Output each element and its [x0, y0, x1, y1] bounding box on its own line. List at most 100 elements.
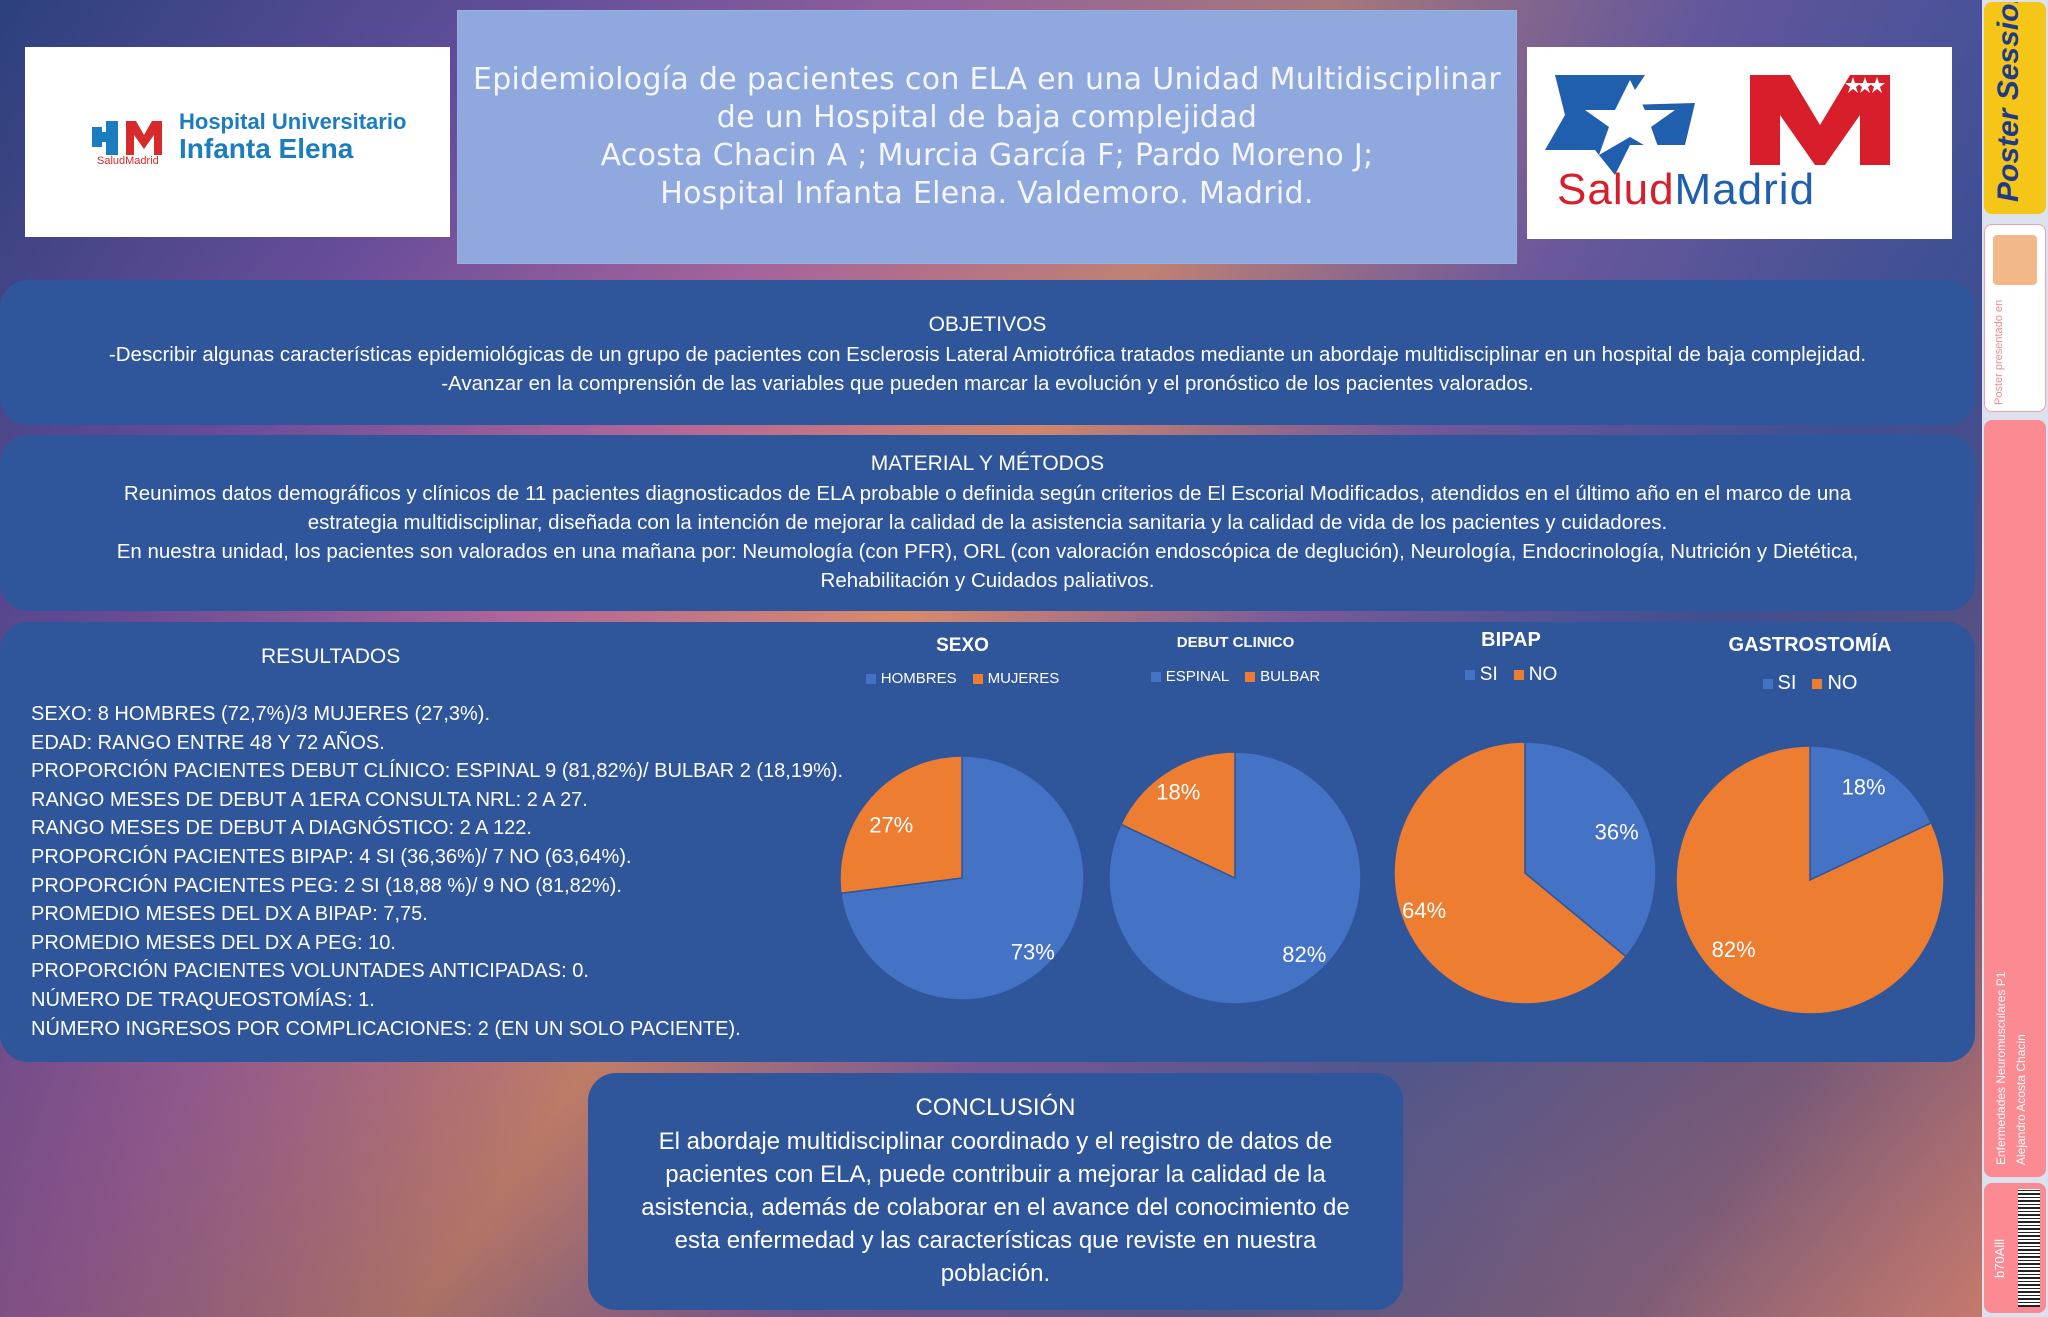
saludmadrid-logo-text: SaludMadrid	[1557, 165, 1815, 215]
resultados-item: NÚMERO DE TRAQUEOSTOMÍAS: 1.	[31, 988, 375, 1011]
legend-label: ESPINAL	[1165, 668, 1230, 685]
hospital-logo: SaludMadrid Hospital Universitario Infan…	[25, 47, 450, 237]
legend-label: HOMBRES	[880, 670, 957, 687]
title-line-4: Hospital Infanta Elena. Valdemoro. Madri…	[660, 176, 1314, 211]
chart-debut-pie: 82% 18%	[1108, 751, 1362, 1005]
conclusion-title: CONCLUSIÓN	[915, 1094, 1076, 1121]
legend-label: NO	[1827, 672, 1858, 694]
chart-debut-legend: ESPINAL BULBAR	[1098, 668, 1373, 685]
pie-slice-bulbar	[1119, 751, 1236, 880]
pie-data-label: 18%	[1842, 775, 1886, 800]
chart-gastrostomia-legend: SI NO	[1665, 672, 1955, 695]
resultados-item: EDAD: RANGO ENTRE 48 Y 72 AÑOS.	[31, 731, 385, 754]
title-line-3: Acosta Chacin A ; Murcia García F; Pardo…	[600, 138, 1374, 173]
session-line-1: Enfermedades Neuromusculares P1	[1994, 971, 2008, 1165]
saludmadrid-logo: SaludMadrid	[1527, 47, 1952, 239]
pie-slice-no	[1675, 745, 1945, 1015]
session-line-2: Alejandro Acosta Chacin	[2014, 1034, 2028, 1165]
pie-data-label: 82%	[1282, 942, 1326, 967]
objetivos-line-2: -Avanzar en la comprensión de las variab…	[441, 372, 1534, 395]
saludmadrid-salud: Salud	[1557, 165, 1675, 214]
hospital-logo-line1: Hospital Universitario	[179, 109, 407, 134]
material-line-2: estrategia multidisciplinar, diseñada co…	[307, 511, 1668, 534]
chart-gastrostomia-pie: 18% 82%	[1675, 745, 1945, 1015]
pie-slice-espinal	[1108, 751, 1362, 1005]
chart-bipap: BIPAP SI NO 36% 64%	[1383, 625, 1663, 1010]
pie-slice-mujeres	[839, 755, 963, 895]
material-title: MATERIAL Y MÉTODOS	[870, 452, 1105, 475]
presented-logo-icon	[1993, 235, 2037, 285]
legend-item: SI	[1762, 672, 1797, 695]
conclusion-line-2: pacientes con ELA, puede contribuir a me…	[665, 1161, 1326, 1188]
chart-sexo-pie: 73% 27%	[839, 755, 1085, 1001]
pie-data-label: 36%	[1595, 820, 1639, 845]
material-line-4: Rehabilitación y Cuidados paliativos.	[820, 569, 1155, 592]
conclusion-line-1: El abordaje multidisciplinar coordinado …	[658, 1128, 1333, 1155]
legend-item: BULBAR	[1245, 668, 1320, 685]
legend-item: SI	[1464, 664, 1498, 686]
conclusion-line-5: población.	[940, 1260, 1051, 1287]
hospital-logo-icon	[92, 121, 162, 155]
presented-text: Poster presentado en	[1993, 299, 2005, 405]
objetivos-line-1: -Describir algunas características epide…	[108, 343, 1867, 366]
material-line-3: En nuestra unidad, los pacientes son val…	[116, 540, 1859, 563]
legend-item: NO	[1513, 664, 1557, 686]
chart-bipap-title: BIPAP	[1481, 629, 1541, 651]
poster-code: b70Alll	[1992, 1238, 2007, 1278]
resultados-item: PROPORCIÓN PACIENTES BIPAP: 4 SI (36,36%…	[31, 845, 632, 868]
postersession-logo: Poster SessionOnline	[1984, 2, 2046, 214]
legend-item: HOMBRES	[865, 670, 957, 687]
resultados-item: RANGO MESES DE DEBUT A 1ERA CONSULTA NRL…	[31, 788, 588, 811]
resultados-list: SEXO: 8 HOMBRES (72,7%)/3 MUJERES (27,3%…	[31, 700, 843, 1043]
pie-data-label: 73%	[1011, 939, 1055, 964]
conclusion-line-4: esta enfermedad y las características qu…	[674, 1227, 1317, 1254]
pie-slice-si	[1524, 741, 1657, 958]
material-line-1: Reunimos datos demográficos y clínicos d…	[123, 482, 1852, 505]
resultados-item: NÚMERO INGRESOS POR COMPLICACIONES: 2 (E…	[31, 1017, 741, 1040]
saludmadrid-logo-icon	[1545, 75, 1890, 175]
conclusion-line-3: asistencia, además de colaborar en el av…	[641, 1194, 1350, 1221]
chart-gastrostomia: GASTROSTOMÍA SI NO 18% 82%	[1665, 630, 1955, 1015]
saludmadrid-madrid: Madrid	[1674, 165, 1816, 214]
chart-bipap-legend: SI NO	[1371, 664, 1651, 686]
legend-item: MUJERES	[972, 670, 1060, 687]
chart-sexo: SEXO HOMBRES MUJERES 73% 27%	[830, 630, 1095, 1010]
legend-item: ESPINAL	[1150, 668, 1230, 685]
hospital-logo-line2: Infanta Elena	[179, 133, 354, 164]
objetivos-title: OBJETIVOS	[928, 313, 1047, 336]
barcode-icon	[2018, 1189, 2040, 1307]
legend-label: BULBAR	[1260, 668, 1321, 685]
legend-label: MUJERES	[987, 670, 1060, 687]
postersession-brand: Poster SessionOnline	[1992, 2, 2026, 202]
legend-label: SI	[1479, 664, 1498, 685]
resultados-item: PROMEDIO MESES DEL DX A BIPAP: 7,75.	[31, 903, 428, 926]
pie-data-label: 82%	[1712, 937, 1756, 962]
session-band: Enfermedades Neuromusculares P1 Alejandr…	[1984, 420, 2046, 1177]
pie-data-label: 27%	[869, 813, 913, 838]
chart-gastrostomia-title: GASTROSTOMÍA	[1728, 634, 1892, 656]
resultados-item: PROPORCIÓN PACIENTES VOLUNTADES ANTICIPA…	[31, 960, 589, 983]
resultados-title: RESULTADOS	[261, 645, 401, 668]
conclusion-panel: CONCLUSIÓN El abordaje multidisciplinar …	[588, 1073, 1403, 1310]
pie-data-label: 18%	[1156, 779, 1200, 804]
brand-line-1: Poster	[1992, 108, 2025, 202]
resultados-item: PROMEDIO MESES DEL DX A PEG: 10.	[31, 931, 396, 954]
chart-sexo-title: SEXO	[936, 635, 989, 656]
resultados-item: PROPORCIÓN PACIENTES PEG: 2 SI (18,88 %)…	[31, 874, 622, 897]
resultados-item: RANGO MESES DE DEBUT A DIAGNÓSTICO: 2 A …	[31, 817, 532, 840]
pie-slice-no	[1393, 741, 1627, 1005]
title-line-2: de un Hospital de baja complejidad	[716, 100, 1258, 135]
resultados-item: SEXO: 8 HOMBRES (72,7%)/3 MUJERES (27,3%…	[31, 703, 491, 725]
pie-data-label: 64%	[1402, 898, 1446, 923]
objetivos-panel: OBJETIVOS -Describir algunas característ…	[0, 280, 1975, 425]
title-line-1: Epidemiología de pacientes con ELA en un…	[472, 62, 1502, 97]
chart-sexo-legend: HOMBRES MUJERES	[830, 670, 1095, 687]
hospital-logo-sub: SaludMadrid	[97, 155, 159, 167]
legend-item: NO	[1812, 672, 1857, 695]
pie-slice-si	[1809, 745, 1933, 882]
presented-box: Poster presentado en	[1984, 224, 2046, 412]
poster-title: Epidemiología de pacientes con ELA en un…	[457, 10, 1517, 264]
code-band: b70Alll	[1984, 1183, 2046, 1313]
legend-label: SI	[1777, 672, 1797, 694]
resultados-item: PROPORCIÓN PACIENTES DEBUT CLÍNICO: ESPI…	[31, 760, 844, 783]
